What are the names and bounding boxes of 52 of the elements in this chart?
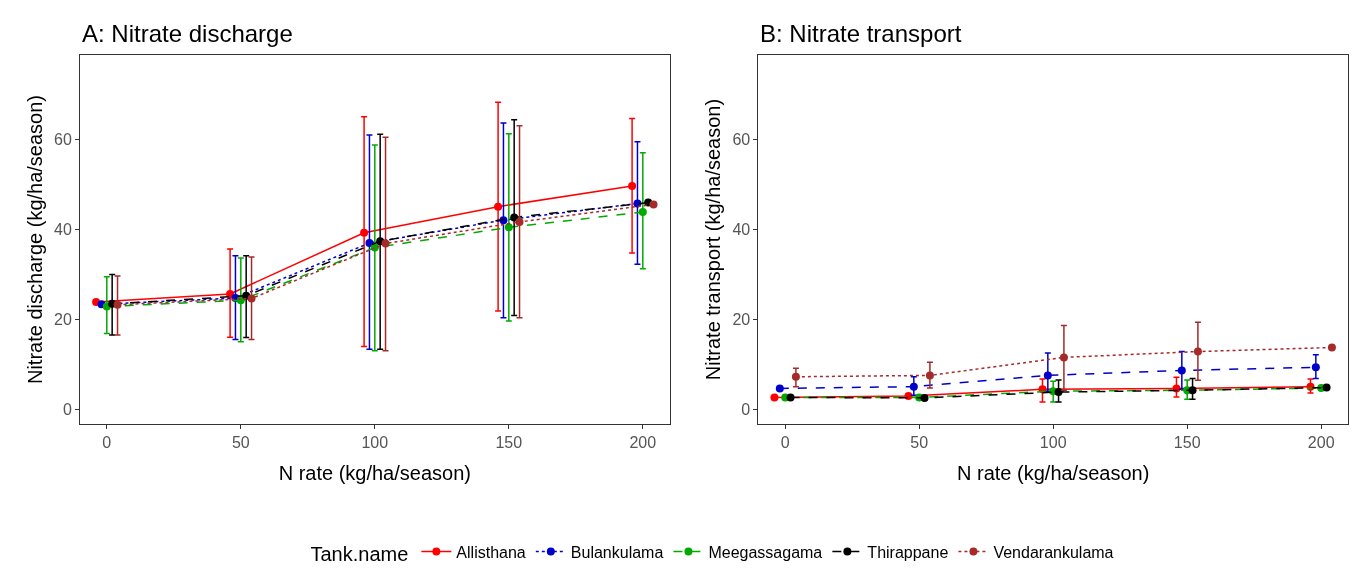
legend-title: Tank.name	[310, 542, 409, 565]
x-tick-label: 50	[231, 434, 250, 452]
legend-label: Vendarankulama	[993, 543, 1114, 561]
point	[1188, 386, 1197, 395]
point	[360, 228, 369, 237]
y-tick-label: 0	[62, 400, 72, 418]
y-axis-title: Nitrate transport (kg/ha/season)	[701, 98, 724, 381]
x-tick-label: 100	[361, 434, 389, 452]
y-tick-label: 20	[732, 310, 751, 328]
point	[920, 393, 929, 402]
x-axis-title: N rate (kg/ha/season)	[278, 461, 471, 484]
point	[909, 382, 918, 391]
x-axis-title: N rate (kg/ha/season)	[957, 461, 1150, 484]
y-tick-label: 60	[54, 130, 72, 148]
chart-title: A: Nitrate discharge	[82, 20, 293, 47]
legend-label: Bulankulama	[570, 543, 664, 561]
point	[381, 239, 390, 248]
chart-title: B: Nitrate transport	[760, 20, 962, 47]
x-tick-label: 0	[102, 434, 112, 452]
y-tick-label: 40	[732, 220, 751, 238]
point	[365, 239, 374, 248]
legend-label: Allisthana	[456, 543, 526, 561]
y-tick-label: 40	[54, 220, 72, 238]
x-tick-label: 50	[910, 434, 929, 452]
x-tick-label: 200	[629, 434, 657, 452]
x-tick-label: 0	[780, 434, 790, 452]
point	[1193, 347, 1202, 356]
y-tick-label: 0	[741, 400, 751, 418]
point	[113, 300, 122, 309]
y-tick-label: 20	[54, 310, 72, 328]
point	[1311, 363, 1320, 372]
x-tick-label: 150	[1173, 434, 1201, 452]
legend-label: Meegassagama	[708, 543, 823, 561]
y-tick-label: 60	[732, 130, 751, 148]
x-tick-label: 150	[495, 434, 523, 452]
point	[791, 372, 800, 381]
point	[1043, 371, 1052, 380]
point	[494, 202, 503, 211]
legend-label: Thirappane	[867, 543, 949, 561]
point	[1177, 366, 1186, 375]
point	[1054, 388, 1063, 397]
point	[1059, 353, 1068, 362]
point	[628, 181, 637, 190]
point	[925, 371, 934, 380]
y-axis-title: Nitrate discharge (kg/ha/season)	[23, 94, 46, 385]
point	[504, 223, 513, 232]
point	[515, 217, 524, 226]
point	[510, 213, 519, 222]
point	[247, 294, 256, 303]
point	[638, 208, 647, 217]
x-tick-label: 200	[1307, 434, 1335, 452]
x-tick-label: 100	[1039, 434, 1067, 452]
